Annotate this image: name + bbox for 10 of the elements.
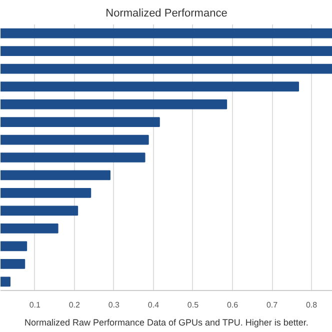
x-tick-label: 0.5 [187, 300, 200, 310]
x-tick-label: 0.2 [68, 300, 81, 310]
text: Normalized Raw Performance Data of GPUs and TPU. Higher is better. [24, 318, 308, 328]
x-tick-label: 0.6 [226, 300, 239, 310]
chart-title: Normalized Performance [106, 8, 228, 20]
x-tick-label: 0.1 [29, 300, 41, 310]
x-tick-label: 0.3 [108, 300, 120, 310]
x-tick-label: 0.4 [148, 300, 160, 310]
x-tick-label: 0.7 [266, 300, 278, 310]
x-tick-label: 0.8 [306, 300, 318, 310]
